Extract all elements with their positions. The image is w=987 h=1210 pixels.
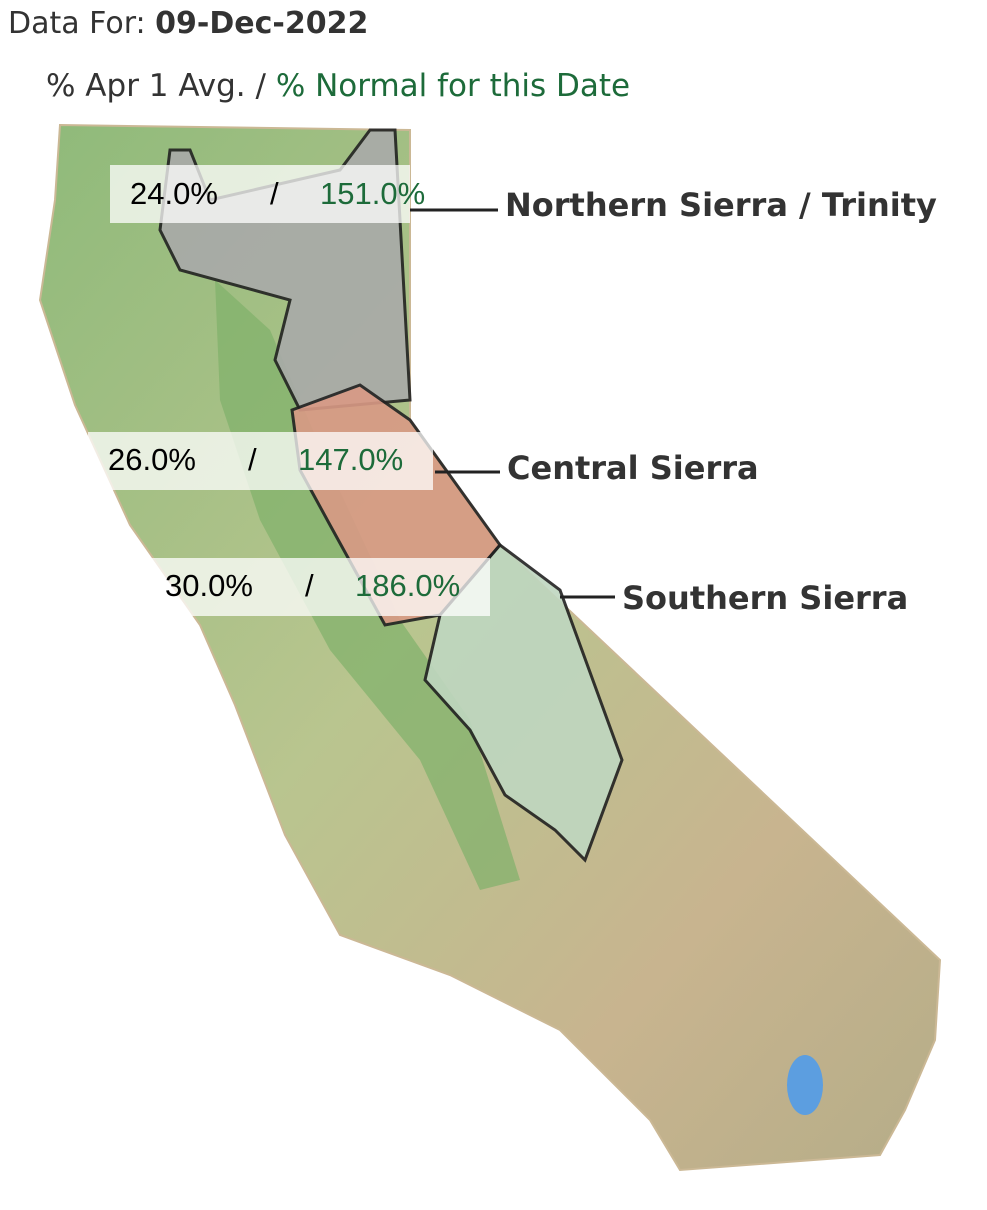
separator: / xyxy=(305,568,314,603)
header-label: Data For: xyxy=(8,6,146,41)
salton-sea xyxy=(787,1055,823,1115)
normal-value: 147.0% xyxy=(298,442,403,477)
legend-separator: / xyxy=(255,68,266,104)
separator: / xyxy=(270,176,279,211)
label-box xyxy=(145,558,490,616)
avg-value: 24.0% xyxy=(130,176,218,211)
region-name: Southern Sierra xyxy=(622,579,908,617)
header-date: 09-Dec-2022 xyxy=(155,6,369,41)
avg-value: 26.0% xyxy=(108,442,196,477)
legend-normal: % Normal for this Date xyxy=(275,68,631,104)
normal-value: 186.0% xyxy=(355,568,460,603)
avg-value: 30.0% xyxy=(165,568,253,603)
labels: 24.0% / 151.0% Northern Sierra / Trinity 26.… xyxy=(88,165,937,617)
label-box xyxy=(88,432,433,490)
region-south xyxy=(423,542,624,863)
normal-value: 151.0% xyxy=(320,176,425,211)
separator: / xyxy=(248,442,257,477)
region-name: Central Sierra xyxy=(507,449,759,487)
legend-avg: % Apr 1 Avg. xyxy=(46,68,246,104)
legend: % Apr 1 Avg. / % Normal for this Date xyxy=(46,68,630,104)
label-box xyxy=(110,165,410,223)
header: Data For: 09-Dec-2022 xyxy=(8,6,368,41)
region-name: Northern Sierra / Trinity xyxy=(505,186,937,224)
